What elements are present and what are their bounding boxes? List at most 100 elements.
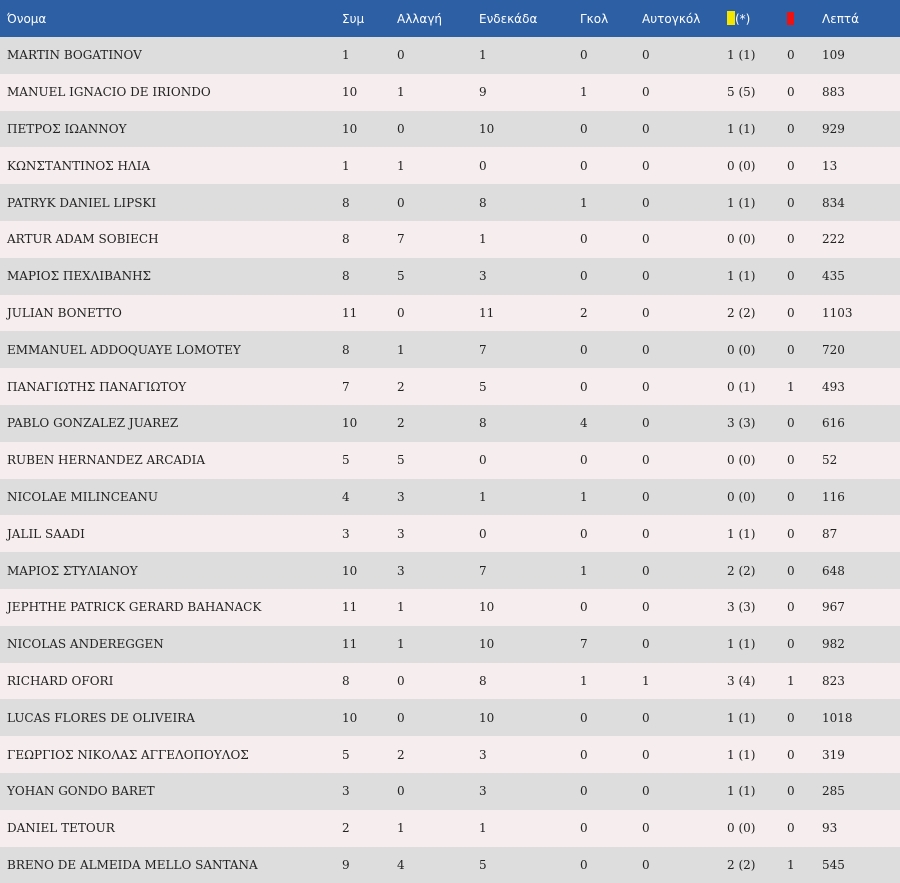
- appearances-cell: 8: [342, 342, 350, 357]
- goals-cell: 7: [580, 637, 588, 652]
- player-name-cell[interactable]: RICHARD OFORI: [7, 673, 114, 688]
- player-name-cell[interactable]: JALIL SAADI: [7, 526, 85, 541]
- goals-cell: 0: [580, 232, 588, 247]
- player-name-cell[interactable]: MARTIN BOGATINOV: [7, 48, 142, 63]
- player-name-cell[interactable]: JEPHTHE PATRICK GERARD BAHANACK: [7, 600, 262, 615]
- player-name-cell[interactable]: ΜΑΡΙΟΣ ΠΕΧΛΙΒΑΝΗΣ: [7, 269, 152, 284]
- player-name-cell[interactable]: NICOLAE MILINCEANU: [7, 489, 158, 504]
- yellow-cards-cell: 2 (2): [727, 563, 756, 578]
- column-header-own-goals[interactable]: Αυτογκόλ: [642, 11, 701, 26]
- own-goals-cell: 0: [642, 48, 650, 63]
- appearances-cell: 10: [342, 710, 358, 725]
- goals-cell: 1: [580, 563, 588, 578]
- goals-cell: 0: [580, 526, 588, 541]
- appearances-cell: 10: [342, 416, 358, 431]
- goals-cell: 0: [580, 269, 588, 284]
- minutes-cell: 545: [822, 857, 845, 872]
- player-name-cell[interactable]: ΠΑΝΑΓΙΩΤΗΣ ΠΑΝΑΓΙΩΤΟΥ: [7, 379, 187, 394]
- yellow-cards-cell: 0 (0): [727, 342, 756, 357]
- column-header-substitute[interactable]: Αλλαγή: [397, 11, 443, 26]
- own-goals-cell: 0: [642, 489, 650, 504]
- table-row: LUCAS FLORES DE OLIVEIRA 10 0 10 0 0 1 (1) 0 101…: [0, 699, 900, 737]
- yellow-cards-cell: 1 (1): [727, 710, 756, 725]
- player-name-cell[interactable]: RUBEN HERNANDEZ ARCADIA: [7, 453, 206, 468]
- player-name-cell[interactable]: YOHAN GONDO BARET: [7, 784, 155, 799]
- starting-cell: 8: [479, 673, 487, 688]
- own-goals-cell: 0: [642, 158, 650, 173]
- red-cards-cell: 0: [787, 305, 795, 320]
- player-name-cell[interactable]: JULIAN BONETTO: [7, 305, 122, 320]
- substitute-cell: 3: [397, 489, 405, 504]
- player-name-cell[interactable]: ARTUR ADAM SOBIECH: [7, 232, 159, 247]
- table-row: ΜΑΡΙΟΣ ΠΕΧΛΙΒΑΝΗΣ 8 5 3 0 0 1 (1) 0 435: [0, 257, 900, 295]
- own-goals-cell: 0: [642, 821, 650, 836]
- red-cards-cell: 0: [787, 600, 795, 615]
- table-row: ΚΩΝΣΤΑΝΤΙΝΟΣ ΗΛΙΑ 1 1 0 0 0 0 (0) 0 13: [0, 147, 900, 185]
- player-name-cell[interactable]: PABLO GONZALEZ JUAREZ: [7, 416, 179, 431]
- table-row: NICOLAE MILINCEANU 4 3 1 1 0 0 (0) 0 116: [0, 478, 900, 516]
- minutes-cell: 834: [822, 195, 845, 210]
- minutes-cell: 648: [822, 563, 845, 578]
- substitute-cell: 4: [397, 857, 405, 872]
- column-header-minutes[interactable]: Λεπτά: [822, 11, 860, 26]
- appearances-cell: 8: [342, 269, 350, 284]
- red-cards-cell: 0: [787, 637, 795, 652]
- own-goals-cell: 0: [642, 857, 650, 872]
- own-goals-cell: 0: [642, 747, 650, 762]
- column-header-goals[interactable]: Γκολ: [580, 11, 609, 26]
- substitute-cell: 0: [397, 784, 405, 799]
- goals-cell: 1: [580, 673, 588, 688]
- yellow-cards-cell: 0 (0): [727, 821, 756, 836]
- player-name-cell[interactable]: ΠΕΤΡΟΣ ΙΩΑΝΝΟΥ: [7, 121, 127, 136]
- player-name-cell[interactable]: ΓΕΩΡΓΙΟΣ ΝΙΚΟΛΑΣ ΑΓΓΕΛΟΠΟΥΛΟΣ: [7, 747, 249, 762]
- red-cards-cell: 0: [787, 710, 795, 725]
- goals-cell: 0: [580, 784, 588, 799]
- appearances-cell: 8: [342, 673, 350, 688]
- yellow-cards-cell: 3 (3): [727, 416, 756, 431]
- own-goals-cell: 0: [642, 637, 650, 652]
- column-header-red-cards[interactable]: [787, 0, 822, 37]
- goals-cell: 0: [580, 48, 588, 63]
- red-cards-cell: 0: [787, 121, 795, 136]
- yellow-cards-cell: 2 (2): [727, 857, 756, 872]
- goals-cell: 0: [580, 821, 588, 836]
- player-name-cell[interactable]: LUCAS FLORES DE OLIVEIRA: [7, 710, 195, 725]
- appearances-cell: 9: [342, 857, 350, 872]
- yellow-cards-cell: 0 (1): [727, 379, 756, 394]
- column-header-appearances[interactable]: Συμ: [342, 11, 365, 26]
- own-goals-cell: 0: [642, 784, 650, 799]
- own-goals-cell: 0: [642, 710, 650, 725]
- player-name-cell[interactable]: BRENO DE ALMEIDA MELLO SANTANA: [7, 857, 258, 872]
- starting-cell: 3: [479, 784, 487, 799]
- player-name-cell[interactable]: EMMANUEL ADDOQUAYE LOMOTEY: [7, 342, 241, 357]
- substitute-cell: 1: [397, 158, 405, 173]
- column-header-name[interactable]: Όνομα: [7, 11, 47, 26]
- appearances-cell: 8: [342, 232, 350, 247]
- minutes-cell: 52: [822, 453, 838, 468]
- starting-cell: 1: [479, 48, 487, 63]
- player-name-cell[interactable]: MANUEL IGNACIO DE IRIONDO: [7, 85, 211, 100]
- player-name-cell[interactable]: ΚΩΝΣΤΑΝΤΙΝΟΣ ΗΛΙΑ: [7, 158, 150, 173]
- table-body: MARTIN BOGATINOV 1 0 1 0 0 1 (1) 0 109 MANUEL IGN…: [0, 37, 900, 883]
- minutes-cell: 13: [822, 158, 838, 173]
- player-name-cell[interactable]: ΜΑΡΙΟΣ ΣΤΥΛΙΑΝΟΥ: [7, 563, 138, 578]
- table-row: PABLO GONZALEZ JUAREZ 10 2 8 4 0 3 (3) 0 616: [0, 404, 900, 442]
- own-goals-cell: 0: [642, 379, 650, 394]
- yellow-cards-cell: 1 (1): [727, 526, 756, 541]
- player-name-cell[interactable]: DANIEL TETOUR: [7, 821, 115, 836]
- column-header-starting[interactable]: Ενδεκάδα: [479, 11, 538, 26]
- red-cards-cell: 1: [787, 673, 795, 688]
- player-name-cell[interactable]: NICOLAS ANDEREGGEN: [7, 637, 164, 652]
- column-header-yellow-cards[interactable]: (*): [727, 0, 787, 37]
- player-name-cell[interactable]: PATRYK DANIEL LIPSKI: [7, 195, 157, 210]
- starting-cell: 8: [479, 416, 487, 431]
- own-goals-cell: 1: [642, 673, 650, 688]
- table-row: JALIL SAADI 3 3 0 0 0 1 (1) 0 87: [0, 515, 900, 553]
- substitute-cell: 0: [397, 48, 405, 63]
- starting-cell: 7: [479, 563, 487, 578]
- own-goals-cell: 0: [642, 416, 650, 431]
- table-row: JEPHTHE PATRICK GERARD BAHANACK 11 1 10 0 0 3 …: [0, 588, 900, 626]
- goals-cell: 2: [580, 305, 588, 320]
- starting-cell: 0: [479, 526, 487, 541]
